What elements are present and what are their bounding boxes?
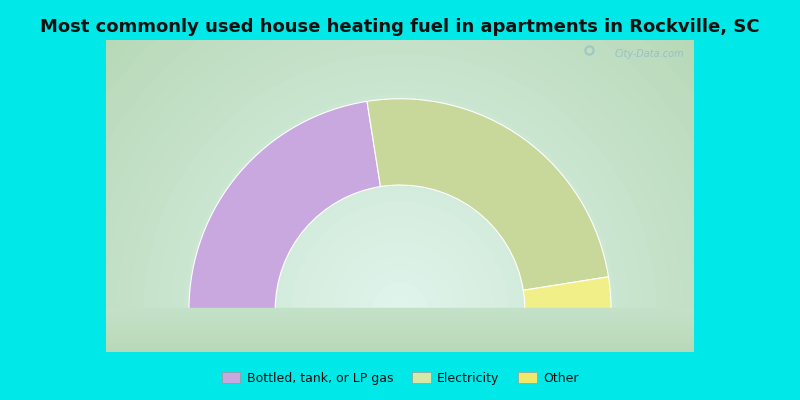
Text: Most commonly used house heating fuel in apartments in Rockville, SC: Most commonly used house heating fuel in… (40, 18, 760, 36)
Circle shape (333, 242, 467, 377)
Circle shape (23, 0, 777, 400)
Circle shape (171, 81, 629, 400)
Circle shape (252, 162, 548, 400)
Circle shape (185, 94, 615, 400)
Circle shape (211, 121, 589, 400)
Bar (106, 325, 694, 329)
Bar (106, 321, 694, 324)
Circle shape (238, 148, 562, 400)
Circle shape (118, 27, 682, 400)
Bar (106, 308, 694, 312)
Circle shape (266, 175, 534, 400)
Bar (106, 342, 694, 346)
Circle shape (386, 296, 414, 323)
Bar (106, 310, 694, 352)
Bar (106, 312, 694, 316)
Bar (106, 331, 694, 335)
Wedge shape (189, 101, 381, 310)
Circle shape (373, 283, 427, 337)
Circle shape (279, 189, 521, 400)
Bar (106, 335, 694, 339)
Bar (106, 346, 694, 350)
Circle shape (360, 270, 440, 350)
Circle shape (306, 216, 494, 400)
Circle shape (50, 0, 750, 400)
Wedge shape (523, 277, 611, 310)
Bar (106, 314, 694, 318)
Bar (106, 310, 694, 314)
Bar (106, 323, 694, 327)
Circle shape (37, 0, 763, 400)
Bar (106, 329, 694, 333)
Circle shape (158, 68, 642, 400)
Circle shape (104, 14, 696, 400)
Circle shape (131, 41, 669, 400)
Bar (106, 327, 694, 331)
Circle shape (10, 0, 790, 400)
Bar (106, 348, 694, 352)
Circle shape (292, 202, 508, 400)
Circle shape (144, 54, 656, 400)
Bar (106, 318, 694, 322)
Circle shape (90, 0, 710, 400)
Text: City-Data.com: City-Data.com (615, 49, 685, 59)
Wedge shape (367, 99, 609, 290)
Bar (106, 340, 694, 344)
Circle shape (319, 229, 481, 390)
Bar (106, 338, 694, 342)
Circle shape (346, 256, 454, 364)
Bar (106, 333, 694, 337)
Circle shape (225, 135, 575, 400)
Bar (106, 344, 694, 348)
Circle shape (198, 108, 602, 400)
Bar (106, 316, 694, 320)
Circle shape (63, 0, 737, 400)
Legend: Bottled, tank, or LP gas, Electricity, Other: Bottled, tank, or LP gas, Electricity, O… (217, 367, 583, 390)
Circle shape (77, 0, 723, 400)
